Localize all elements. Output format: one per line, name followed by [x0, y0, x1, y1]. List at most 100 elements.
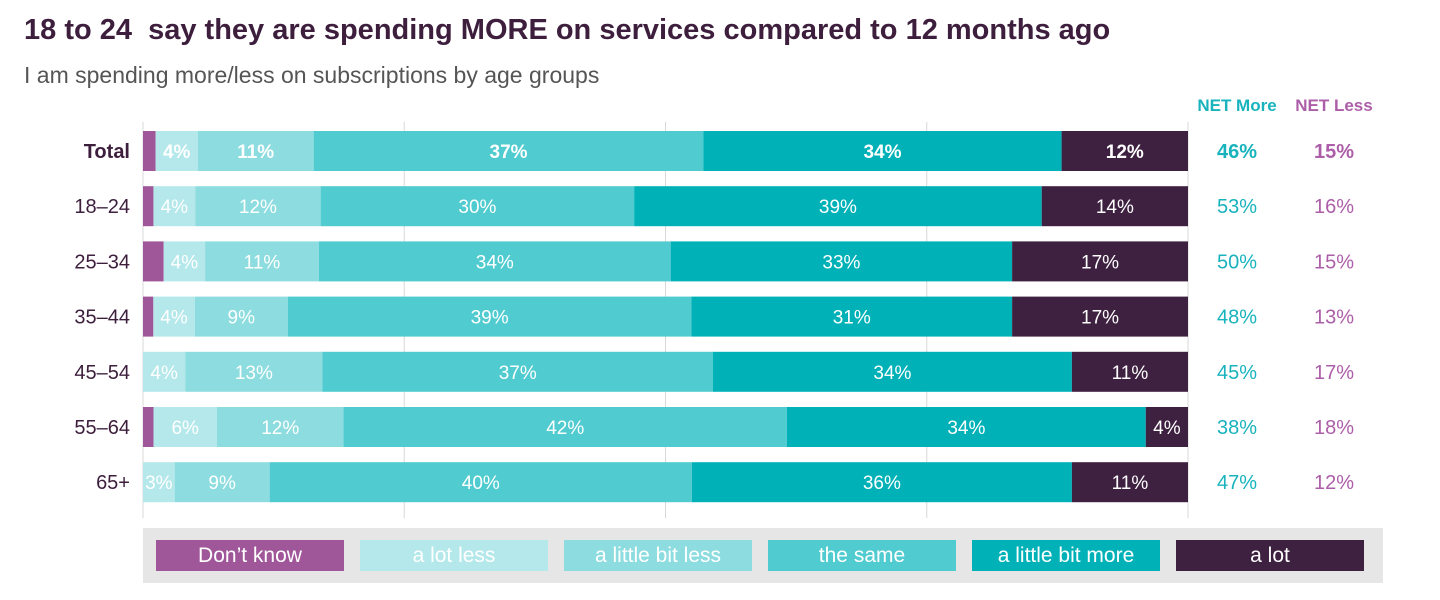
bar-a_lot [1145, 407, 1188, 447]
data-label: 4% [1153, 418, 1181, 439]
data-label: 40% [462, 473, 500, 494]
data-label: 17% [1081, 252, 1119, 273]
bar-a_lot [1012, 241, 1188, 282]
bar-a_little_bit_more [634, 186, 1042, 227]
bar-a_little_bit_more [670, 241, 1013, 282]
bar-a_little_bit_less [174, 462, 270, 503]
legend-item-dont-know: Don’t know [156, 540, 344, 571]
data-label: 37% [499, 363, 537, 384]
bar-the_same [287, 296, 692, 337]
net-less-value: 13% [1314, 307, 1354, 329]
bar-a_little_bit_less [195, 186, 321, 227]
bar-the_same [313, 131, 704, 171]
bar-a_little_bit_more [691, 462, 1072, 503]
bar-a_lot_less [153, 407, 217, 447]
net-less-value: 15% [1314, 251, 1354, 273]
row-label: 45–54 [74, 362, 130, 384]
data-label: 4% [161, 197, 189, 218]
data-label: 4% [160, 308, 188, 329]
net-more-value: 38% [1217, 417, 1257, 439]
net-less-value: 12% [1314, 472, 1354, 494]
row-label: 18–24 [74, 196, 130, 218]
bar-dont_know [143, 407, 154, 447]
chart-subtitle: I am spending more/less on subscriptions… [24, 62, 600, 88]
data-label: 11% [1112, 473, 1149, 494]
bar-a_little_bit_less [216, 407, 344, 447]
bar-a_lot_less [153, 296, 195, 337]
data-label: 37% [490, 142, 528, 163]
data-label: 12% [261, 418, 299, 439]
data-label: 36% [863, 473, 901, 494]
data-label: 34% [863, 142, 901, 163]
data-label: 11% [244, 252, 281, 273]
chart-title: 18 to 24 say they are spending MORE on s… [24, 14, 1111, 46]
data-label: 34% [947, 418, 985, 439]
net-more-header: NET More [1197, 96, 1276, 115]
bar-a_little_bit_more [786, 407, 1146, 447]
net-less-value: 15% [1314, 141, 1354, 163]
bar-a_lot [1071, 462, 1188, 503]
net-more-value: 46% [1217, 141, 1257, 163]
data-label: 12% [1106, 142, 1144, 163]
data-label: 39% [819, 197, 857, 218]
bar-a_lot_less [163, 241, 206, 282]
data-label: 34% [873, 363, 911, 384]
data-label: 11% [1112, 363, 1149, 384]
legend: Don’t know a lot less a little bit less … [143, 528, 1383, 583]
data-label: 11% [237, 142, 274, 163]
row-label: 65+ [96, 472, 130, 494]
data-label: 14% [1096, 197, 1134, 218]
bar-a_lot_less [143, 351, 186, 392]
net-more-value: 50% [1217, 251, 1257, 273]
net-less-header: NET Less [1295, 96, 1372, 115]
bar-a_lot [1061, 131, 1188, 171]
data-label: 9% [228, 308, 256, 329]
net-less-value: 16% [1314, 196, 1354, 218]
legend-item-the-same: the same [768, 540, 956, 571]
bar-a_little_bit_less [194, 296, 288, 337]
net-less-value: 18% [1314, 417, 1354, 439]
data-label: 17% [1081, 308, 1119, 329]
bar-a_little_bit_less [205, 241, 319, 282]
row-label: Total [84, 141, 130, 163]
net-more-value: 47% [1217, 472, 1257, 494]
data-label: 33% [822, 252, 860, 273]
net-more-value: 48% [1217, 307, 1257, 329]
legend-item-a-lot: a lot [1176, 540, 1364, 571]
bar-a_lot [1071, 351, 1188, 392]
row-labels: Total 18–24 25–34 35–44 45–54 55–64 65+ [74, 141, 130, 494]
legend-item-a-lot-less: a lot less [360, 540, 548, 571]
bar-the_same [343, 407, 787, 447]
legend-item-a-little-bit-less: a little bit less [564, 540, 752, 571]
bar-a_little_bit_less [185, 351, 323, 392]
net-columns: 46% 15% 53% 16% 50% 15% 48% 13% 45% 17% 38% 18% 47% 1… [1197, 96, 1372, 494]
data-label: 39% [471, 308, 509, 329]
data-label: 30% [458, 197, 496, 218]
bar-the_same [320, 186, 635, 227]
data-label: 4% [150, 363, 178, 384]
net-more-value: 53% [1217, 196, 1257, 218]
bar-a_little_bit_less [197, 131, 314, 171]
bar-a_lot_less [143, 462, 175, 503]
row-label: 25–34 [74, 251, 130, 273]
row-label: 35–44 [74, 307, 130, 329]
bar-the_same [318, 241, 671, 282]
data-label: 4% [171, 252, 199, 273]
bar-a_little_bit_more [713, 351, 1072, 392]
bar-the_same [322, 351, 713, 392]
bar-a_lot [1041, 186, 1188, 227]
data-label: 9% [208, 473, 236, 494]
data-label: 3% [145, 473, 173, 494]
bar-a_little_bit_more [691, 296, 1013, 337]
net-less-value: 17% [1314, 362, 1354, 384]
bar-dont_know [143, 186, 154, 227]
data-label: 31% [833, 308, 871, 329]
data-label: 34% [476, 252, 514, 273]
bar-segments [143, 131, 1188, 503]
bar-a_lot_less [155, 131, 198, 171]
data-label: 42% [546, 418, 584, 439]
segment-labels: 4% 11% 37% 34% 12% 4% 12% 30% 39% 14% 4% 11% 34% 33% 1… [145, 142, 1181, 494]
data-label: 6% [171, 418, 199, 439]
bar-a_little_bit_more [703, 131, 1062, 171]
